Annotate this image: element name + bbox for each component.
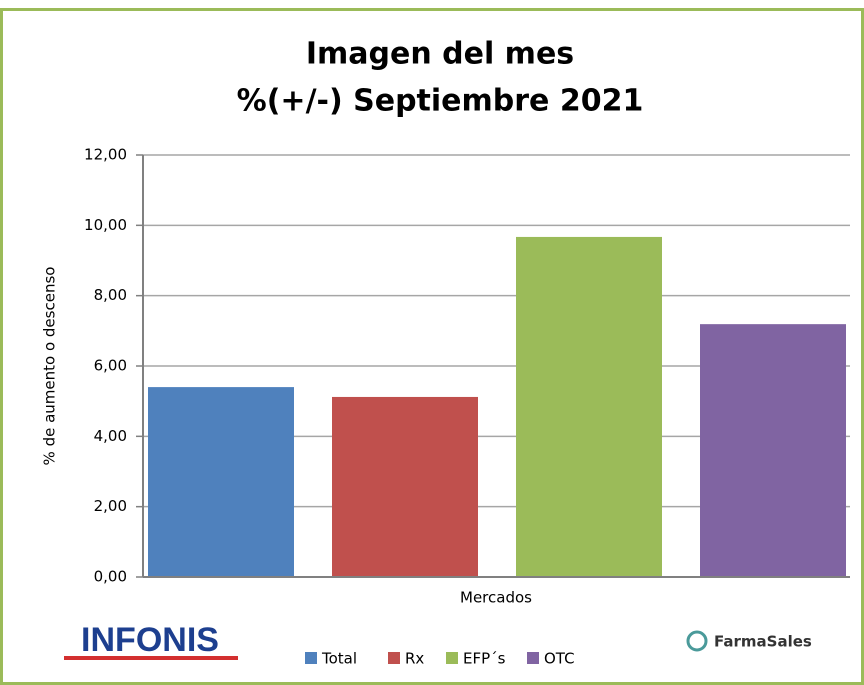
y-tick-label: 8,00 bbox=[94, 286, 127, 304]
y-tick-label: 4,00 bbox=[94, 427, 127, 445]
y-tick-label: 6,00 bbox=[94, 357, 127, 375]
legend-label: OTC bbox=[544, 650, 575, 668]
y-tick-label: 2,00 bbox=[94, 497, 127, 515]
bar bbox=[516, 236, 662, 577]
bar bbox=[700, 324, 846, 577]
x-axis-label: Mercados bbox=[460, 589, 532, 607]
logo-underline bbox=[64, 656, 238, 660]
legend-label: EFP´s bbox=[463, 650, 506, 668]
legend-swatch bbox=[305, 652, 317, 664]
bar bbox=[332, 396, 478, 577]
logo-infonis: INFONIS bbox=[81, 621, 219, 659]
y-tick-label: 12,00 bbox=[84, 146, 127, 164]
chart-subtitle: %(+/-) Septiembre 2021 bbox=[237, 84, 644, 119]
chart-title: Imagen del mes bbox=[306, 37, 574, 72]
bar bbox=[148, 387, 294, 577]
legend-swatch bbox=[446, 652, 458, 664]
y-axis-label: % de aumento o descenso bbox=[41, 267, 59, 466]
y-tick-label: 10,00 bbox=[84, 216, 127, 234]
logo-farmasales: FarmaSales bbox=[714, 633, 812, 651]
legend-label: Total bbox=[321, 650, 357, 668]
legend-label: Rx bbox=[405, 650, 424, 668]
logo-icon bbox=[686, 630, 708, 652]
legend-swatch bbox=[388, 652, 400, 664]
legend-swatch bbox=[527, 652, 539, 664]
y-tick-label: 0,00 bbox=[94, 568, 127, 586]
